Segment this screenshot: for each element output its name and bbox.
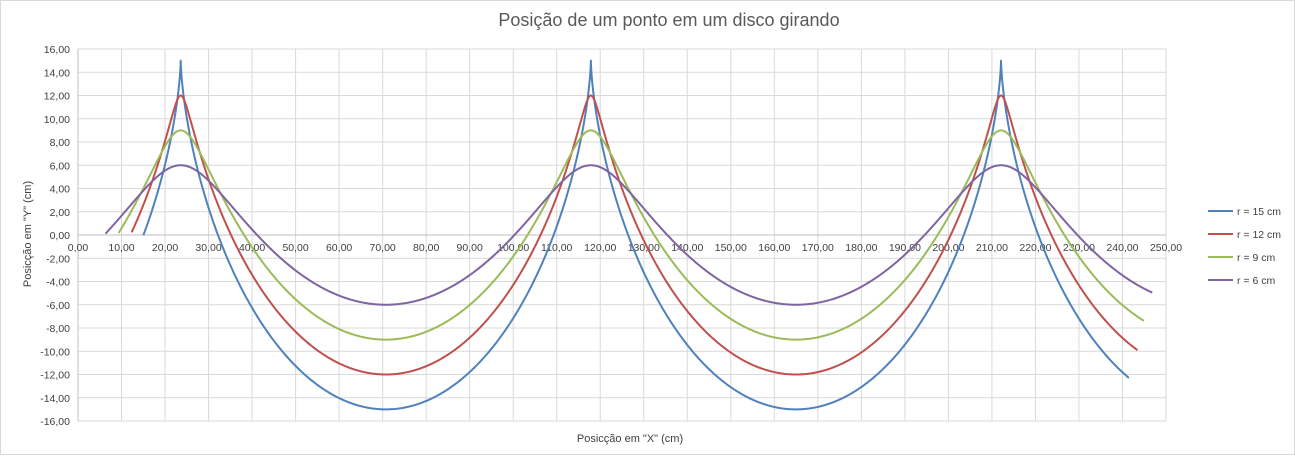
gridlines [77, 48, 1167, 422]
x-tick-label: 240,00 [1106, 242, 1138, 254]
x-tick-label: 20,00 [152, 242, 178, 254]
y-tick-label: 14,00 [44, 67, 70, 79]
series-line-1 [130, 94, 1139, 376]
y-tick-label: -10,00 [40, 346, 70, 358]
series-line-2 [117, 129, 1145, 341]
y-tick-label: -12,00 [40, 370, 70, 382]
x-tick-label: 160,00 [758, 242, 790, 254]
x-tick-label: 90,00 [457, 242, 483, 254]
series-line-0 [142, 59, 1130, 411]
legend: r = 15 cm r = 12 cm r = 9 cm r = 6 cm [1208, 206, 1281, 287]
x-tick-label: 30,00 [195, 242, 221, 254]
y-tick-label: 12,00 [44, 91, 70, 103]
series-lines [104, 59, 1153, 411]
x-tick-label: 0,00 [68, 242, 89, 254]
y-tick-label: 8,00 [50, 137, 71, 149]
y-tick-label: 4,00 [50, 184, 71, 196]
y-tick-label: -6,00 [46, 300, 70, 312]
series-line-3 [104, 164, 1153, 306]
x-tick-label: 50,00 [282, 242, 308, 254]
legend-label: r = 6 cm [1237, 275, 1275, 287]
x-tick-label: 190,00 [889, 242, 921, 254]
y-tick-label: 10,00 [44, 114, 70, 126]
y-tick-label: -16,00 [40, 416, 70, 428]
x-tick-label: 170,00 [802, 242, 834, 254]
x-tick-label: 130,00 [628, 242, 660, 254]
legend-label: r = 12 cm [1237, 229, 1281, 241]
x-tick-label: 250,00 [1150, 242, 1182, 254]
x-tick-label: 70,00 [369, 242, 395, 254]
y-tick-label: -4,00 [46, 277, 70, 289]
y-tick-label: 6,00 [50, 160, 71, 172]
x-tick-label: 150,00 [715, 242, 747, 254]
legend-label: r = 9 cm [1237, 252, 1275, 264]
chart-title: Posição de um ponto em um disco girando [498, 10, 839, 30]
x-tick-label: 220,00 [1019, 242, 1051, 254]
y-axis-ticks: 16,00 14,00 12,00 10,00 8,00 6,00 4,00 2,00 0,00… [40, 44, 70, 428]
y-tick-label: -8,00 [46, 323, 70, 335]
x-tick-label: 120,00 [584, 242, 616, 254]
y-tick-label: 16,00 [44, 44, 70, 56]
y-tick-label: 0,00 [50, 230, 71, 242]
x-tick-label: 80,00 [413, 242, 439, 254]
y-tick-label: -2,00 [46, 253, 70, 265]
y-axis-label: Posicção em "Y" (cm) [22, 181, 34, 287]
legend-label: r = 15 cm [1237, 206, 1281, 218]
y-tick-label: -14,00 [40, 393, 70, 405]
x-tick-label: 10,00 [108, 242, 134, 254]
y-tick-label: 2,00 [50, 207, 71, 219]
x-tick-label: 210,00 [976, 242, 1008, 254]
x-tick-label: 60,00 [326, 242, 352, 254]
x-tick-label: 180,00 [845, 242, 877, 254]
x-axis-label: Posicção em "X" (cm) [577, 433, 683, 445]
x-tick-label: 140,00 [671, 242, 703, 254]
